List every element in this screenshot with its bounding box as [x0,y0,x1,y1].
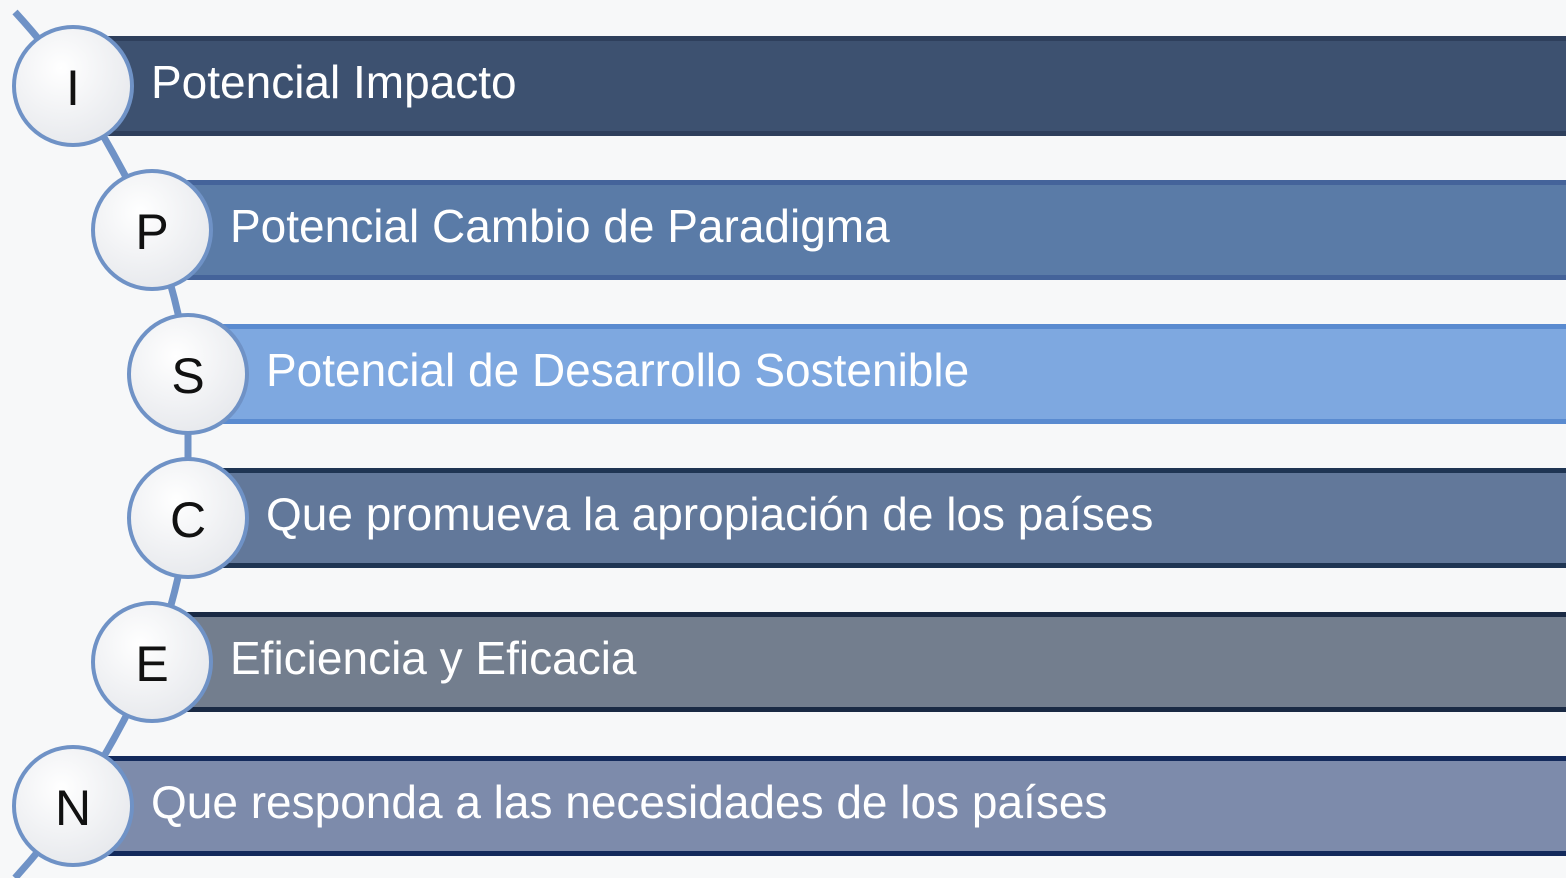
bar-edge-bottom [188,563,1566,568]
bar-edge-top [188,468,1566,473]
letter-disc [91,169,213,291]
connector-curve [12,9,192,878]
item-letter: C [170,492,206,548]
item-letter: E [135,636,168,692]
letter-disc [12,25,134,147]
bar [73,756,1566,856]
bar-edge-top [73,36,1566,41]
bar-edge-top [152,612,1566,617]
item-label: Potencial Impacto [151,56,517,108]
item-letter: P [135,204,168,260]
letter-disc [12,745,134,867]
bar-edge-top [152,180,1566,185]
bar-edge-bottom [152,707,1566,712]
item-label: Eficiencia y Eficacia [230,632,637,684]
item-label: Potencial Cambio de Paradigma [230,200,890,252]
bar-edge-top [73,756,1566,761]
item-label: Potencial de Desarrollo Sostenible [266,344,969,396]
item-letter: S [171,348,204,404]
bar-edge-bottom [73,131,1566,136]
bar-edge-bottom [188,419,1566,424]
bar [188,468,1566,568]
item-letter: N [55,780,91,836]
item-label: Que promueva la apropiación de los paíse… [266,488,1153,540]
letter-disc [127,457,249,579]
bar-edge-bottom [152,275,1566,280]
letter-disc [127,313,249,435]
bar [73,36,1566,136]
letter-disc [91,601,213,723]
bar-edge-bottom [73,851,1566,856]
item-letter: I [66,60,80,116]
bar-edge-top [188,324,1566,329]
bar [188,324,1566,424]
bar [152,612,1566,712]
bar [152,180,1566,280]
item-label: Que responda a las necesidades de los pa… [151,776,1107,828]
